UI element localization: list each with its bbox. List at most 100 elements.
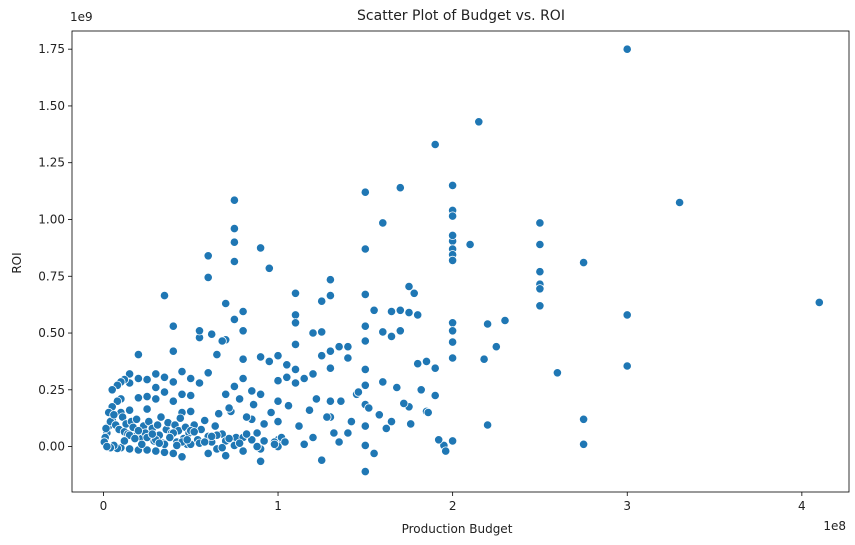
data-point [133, 426, 143, 436]
data-point [346, 416, 356, 427]
data-point [360, 466, 370, 477]
data-point [151, 446, 161, 456]
data-point [317, 327, 327, 337]
data-point [622, 310, 632, 320]
data-point [413, 359, 423, 369]
data-point [535, 267, 545, 277]
data-point [814, 297, 824, 307]
y-tick-label: 1.50 [38, 99, 65, 113]
data-point [491, 342, 501, 352]
data-point [156, 412, 166, 422]
y-tick-label: 1.75 [38, 42, 65, 56]
data-point [353, 387, 363, 397]
data-point [200, 437, 210, 447]
data-point [441, 446, 451, 456]
data-point [200, 415, 210, 426]
data-point [168, 396, 178, 406]
data-point [465, 239, 475, 250]
plot-area [71, 30, 850, 493]
data-point [447, 180, 458, 190]
data-point [224, 403, 234, 413]
data-point [177, 366, 187, 377]
data-point [168, 321, 178, 331]
data-point [125, 444, 135, 454]
data-point [311, 394, 321, 404]
data-point [203, 448, 213, 458]
data-point [238, 306, 248, 317]
data-point [273, 416, 283, 427]
data-point [322, 412, 332, 422]
data-point [259, 419, 269, 429]
data-point [578, 257, 589, 268]
x-tick-label: 2 [449, 499, 457, 513]
data-point [133, 349, 143, 360]
data-point [159, 387, 170, 397]
data-point [447, 318, 458, 328]
data-point [242, 429, 252, 439]
data-point [255, 389, 266, 399]
data-point [290, 364, 301, 374]
data-point [552, 368, 563, 378]
data-point [447, 353, 458, 363]
x-tick-label: 0 [100, 499, 108, 513]
data-point [273, 396, 283, 406]
data-point [214, 409, 224, 419]
data-point [252, 441, 262, 452]
data-point [423, 407, 433, 418]
data-point [325, 290, 335, 301]
data-point [329, 428, 339, 438]
data-point [535, 218, 545, 228]
data-point [378, 218, 388, 228]
data-point [308, 432, 318, 443]
data-point [500, 315, 510, 326]
data-point [133, 393, 143, 403]
data-point [242, 412, 252, 422]
data-point [360, 421, 370, 431]
data-point [132, 414, 142, 424]
data-point [238, 446, 248, 456]
data-point [360, 336, 370, 346]
data-point [430, 139, 440, 150]
x-tick-label: 4 [798, 499, 806, 513]
data-point [137, 439, 147, 449]
data-point [364, 403, 374, 413]
data-point [360, 380, 370, 390]
data-point [395, 183, 405, 193]
data-point [175, 413, 185, 423]
data-point [535, 239, 545, 250]
data-point [290, 318, 301, 328]
y-tick-label: 1.25 [38, 156, 65, 170]
data-point [409, 288, 419, 298]
data-point [360, 244, 370, 254]
data-point [283, 401, 294, 411]
data-point [247, 435, 257, 445]
data-point [172, 440, 182, 450]
y-tick-label: 1.00 [38, 212, 65, 226]
data-point [168, 448, 178, 458]
data-point [317, 296, 327, 306]
data-point [238, 326, 248, 336]
data-point [447, 230, 458, 240]
data-point [269, 439, 280, 449]
data-point [142, 404, 152, 414]
data-point [386, 416, 397, 427]
data-point [413, 310, 423, 320]
chart-title: Scatter Plot of Budget vs. ROI [357, 8, 565, 24]
data-point [189, 427, 199, 437]
x-exponent-label: 1e8 [823, 519, 846, 533]
data-point [290, 378, 301, 388]
data-point [386, 306, 397, 317]
data-point [217, 443, 227, 453]
data-point [229, 224, 239, 234]
data-point [282, 360, 292, 370]
data-point [255, 352, 266, 362]
data-point [159, 290, 170, 301]
data-point [217, 336, 227, 346]
data-point [273, 351, 283, 361]
data-point [482, 319, 493, 329]
data-point [194, 326, 205, 336]
y-exponent-label: 1e9 [70, 10, 93, 24]
data-point [235, 438, 245, 448]
data-point [186, 373, 196, 384]
data-point [203, 368, 213, 378]
